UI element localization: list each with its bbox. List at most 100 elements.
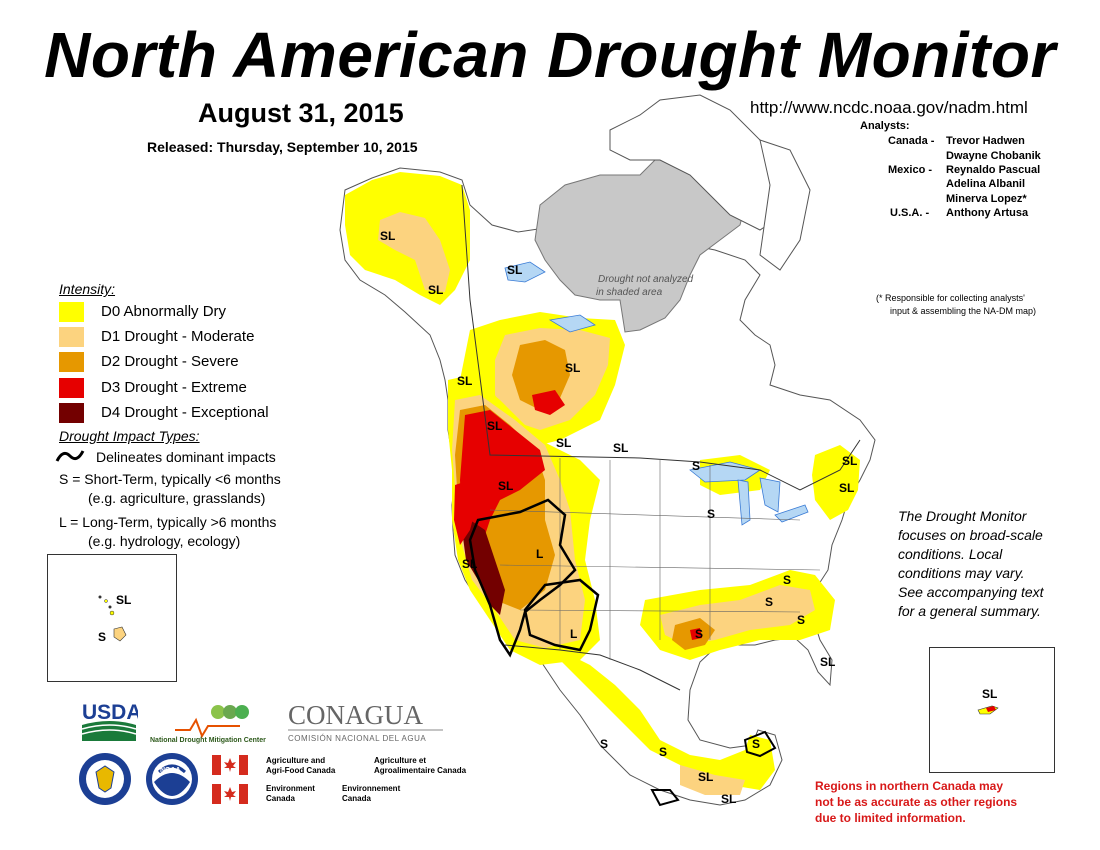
- region-label: SL: [428, 283, 443, 297]
- region-label: S: [783, 573, 791, 587]
- short-term-label: S = Short-Term, typically <6 months: [59, 471, 281, 487]
- legend-label: D0 Abnormally Dry: [101, 303, 227, 320]
- long-term-example: (e.g. hydrology, ecology): [88, 533, 241, 549]
- analyst-country: U.S.A. -: [890, 207, 930, 219]
- warning-line: not be as accurate as other regions: [815, 795, 1018, 809]
- mexico-d0: [520, 650, 775, 790]
- legend-label: D2 Drought - Severe: [101, 353, 239, 370]
- noaa-logo: NOAA: [145, 752, 199, 806]
- region-label: SL: [721, 792, 736, 806]
- logo-text-line: Environnement: [342, 784, 401, 793]
- conagua-logo: CONAGUA COMISIÓN NACIONAL DEL AGUA: [288, 698, 448, 746]
- analyst-name: Minerva Lopez*: [946, 193, 1027, 205]
- us-canada-border: [461, 184, 861, 491]
- map-date: August 31, 2015: [198, 98, 404, 128]
- analyst-name: Adelina Albanil: [946, 178, 1026, 190]
- prairies-d3: [532, 390, 565, 415]
- region-label: SL: [462, 557, 477, 571]
- west-d4: [462, 520, 505, 615]
- legend-swatch-d1: [59, 327, 84, 347]
- analyst-name: Trevor Hadwen: [946, 135, 1025, 147]
- svg-text:CONAGUA: CONAGUA: [288, 700, 424, 730]
- logo-text-line: Agriculture et: [374, 756, 427, 765]
- region-label: L: [536, 547, 543, 561]
- svg-text:USDA: USDA: [82, 701, 138, 724]
- env-canada-en: Environment Canada: [266, 784, 315, 804]
- lake-erie: [774, 504, 809, 523]
- note-line: for a general summary.: [898, 603, 1041, 619]
- warning-line: due to limited information.: [815, 811, 966, 825]
- analyst-country: Mexico -: [888, 164, 933, 176]
- note-line: conditions. Local: [898, 546, 1003, 562]
- region-label: S: [707, 507, 715, 521]
- great-bear-lake: [504, 261, 546, 283]
- region-label: S: [692, 459, 700, 473]
- region-label: S: [765, 595, 773, 609]
- region-label: SL: [565, 361, 580, 375]
- region-label: SL: [842, 454, 857, 468]
- accuracy-warning: Regions in northern Canada may not be as…: [815, 778, 1017, 826]
- responsible-footnote: (* Responsible for collecting analysts': [876, 293, 1025, 303]
- disclaimer-note: The Drought Monitor focuses on broad-sca…: [898, 507, 1044, 621]
- northeast-d0: [812, 445, 860, 520]
- region-label: SL: [820, 655, 835, 669]
- legend-label: D1 Drought - Moderate: [101, 328, 255, 345]
- note-line: conditions may vary.: [898, 565, 1025, 581]
- warning-line: Regions in northern Canada may: [815, 779, 1004, 793]
- logo-text-line: Environment: [266, 784, 315, 793]
- legend-intensity-title: Intensity:: [59, 281, 116, 297]
- lake-superior: [689, 461, 761, 483]
- ndmc-logo: National Drought Mitigation Center: [150, 700, 280, 744]
- not-analyzed-label: Drought not analyzed: [598, 274, 694, 285]
- alaska-d1: [378, 212, 450, 292]
- greenland-edge: [759, 139, 811, 271]
- legend-swatch-d2: [59, 352, 84, 372]
- analyst-country: Canada -: [888, 135, 935, 147]
- noaa-label: NOAA: [160, 767, 181, 774]
- map-title: North American Drought Monitor: [44, 19, 1056, 91]
- analyst-name: Anthony Artusa: [946, 207, 1029, 219]
- short-term-example: (e.g. agriculture, grasslands): [88, 490, 266, 506]
- logo-text-line: Agri-Food Canada: [266, 766, 336, 775]
- california-d3: [454, 480, 478, 545]
- legend-label: D3 Drought - Extreme: [101, 379, 247, 396]
- usda-logo: USDA: [80, 697, 142, 743]
- legend-label: D4 Drought - Exceptional: [101, 404, 269, 421]
- region-label: SL: [487, 419, 502, 433]
- impact-line-label: Delineates dominant impacts: [96, 449, 276, 465]
- legend-swatch-d0: [59, 302, 84, 322]
- mexico-d1: [680, 765, 745, 795]
- release-date: Released: Thursday, September 10, 2015: [147, 139, 418, 155]
- region-label: S: [600, 737, 608, 751]
- region-label: S: [752, 737, 760, 751]
- agri-canada-en: Agriculture and Agri-Food Canada: [266, 756, 335, 776]
- lake-michigan: [737, 479, 751, 526]
- legend-swatch-d3: [59, 378, 84, 398]
- legend-impact-title: Drought Impact Types:: [59, 428, 200, 444]
- agri-canada-fr: Agriculture et Agroalimentaire Canada: [374, 756, 466, 776]
- region-label: S: [659, 745, 667, 759]
- logo-text-line: Canada: [342, 794, 371, 803]
- region-label: SL: [507, 263, 522, 277]
- region-label: SL: [839, 481, 854, 495]
- region-label: SL: [698, 770, 713, 784]
- impact-line-chiapas: [650, 789, 680, 807]
- region-label: S: [695, 627, 703, 641]
- region-label: SL: [556, 436, 571, 450]
- us-mexico-border: [504, 644, 681, 691]
- hawaii-inset: SL S: [47, 554, 177, 682]
- legend-swatch-d4: [59, 403, 84, 423]
- not-analyzed-label: in shaded area: [596, 287, 663, 298]
- lake-huron: [759, 477, 781, 513]
- pr-label: SL: [982, 687, 997, 701]
- logo-text-line: Agriculture and: [266, 756, 326, 765]
- state-lines: [489, 458, 821, 660]
- doc-seal: [78, 752, 132, 806]
- analysts-heading: Analysts:: [860, 120, 910, 132]
- impact-line-southwest: [523, 578, 600, 652]
- long-term-label: L = Long-Term, typically >6 months: [59, 514, 277, 530]
- logo-text-line: Canada: [266, 794, 295, 803]
- impact-line-yucatan: [743, 730, 777, 758]
- puerto-rico-inset: SL: [929, 647, 1055, 773]
- source-url[interactable]: http://www.ncdc.noaa.gov/nadm.html: [750, 98, 1028, 117]
